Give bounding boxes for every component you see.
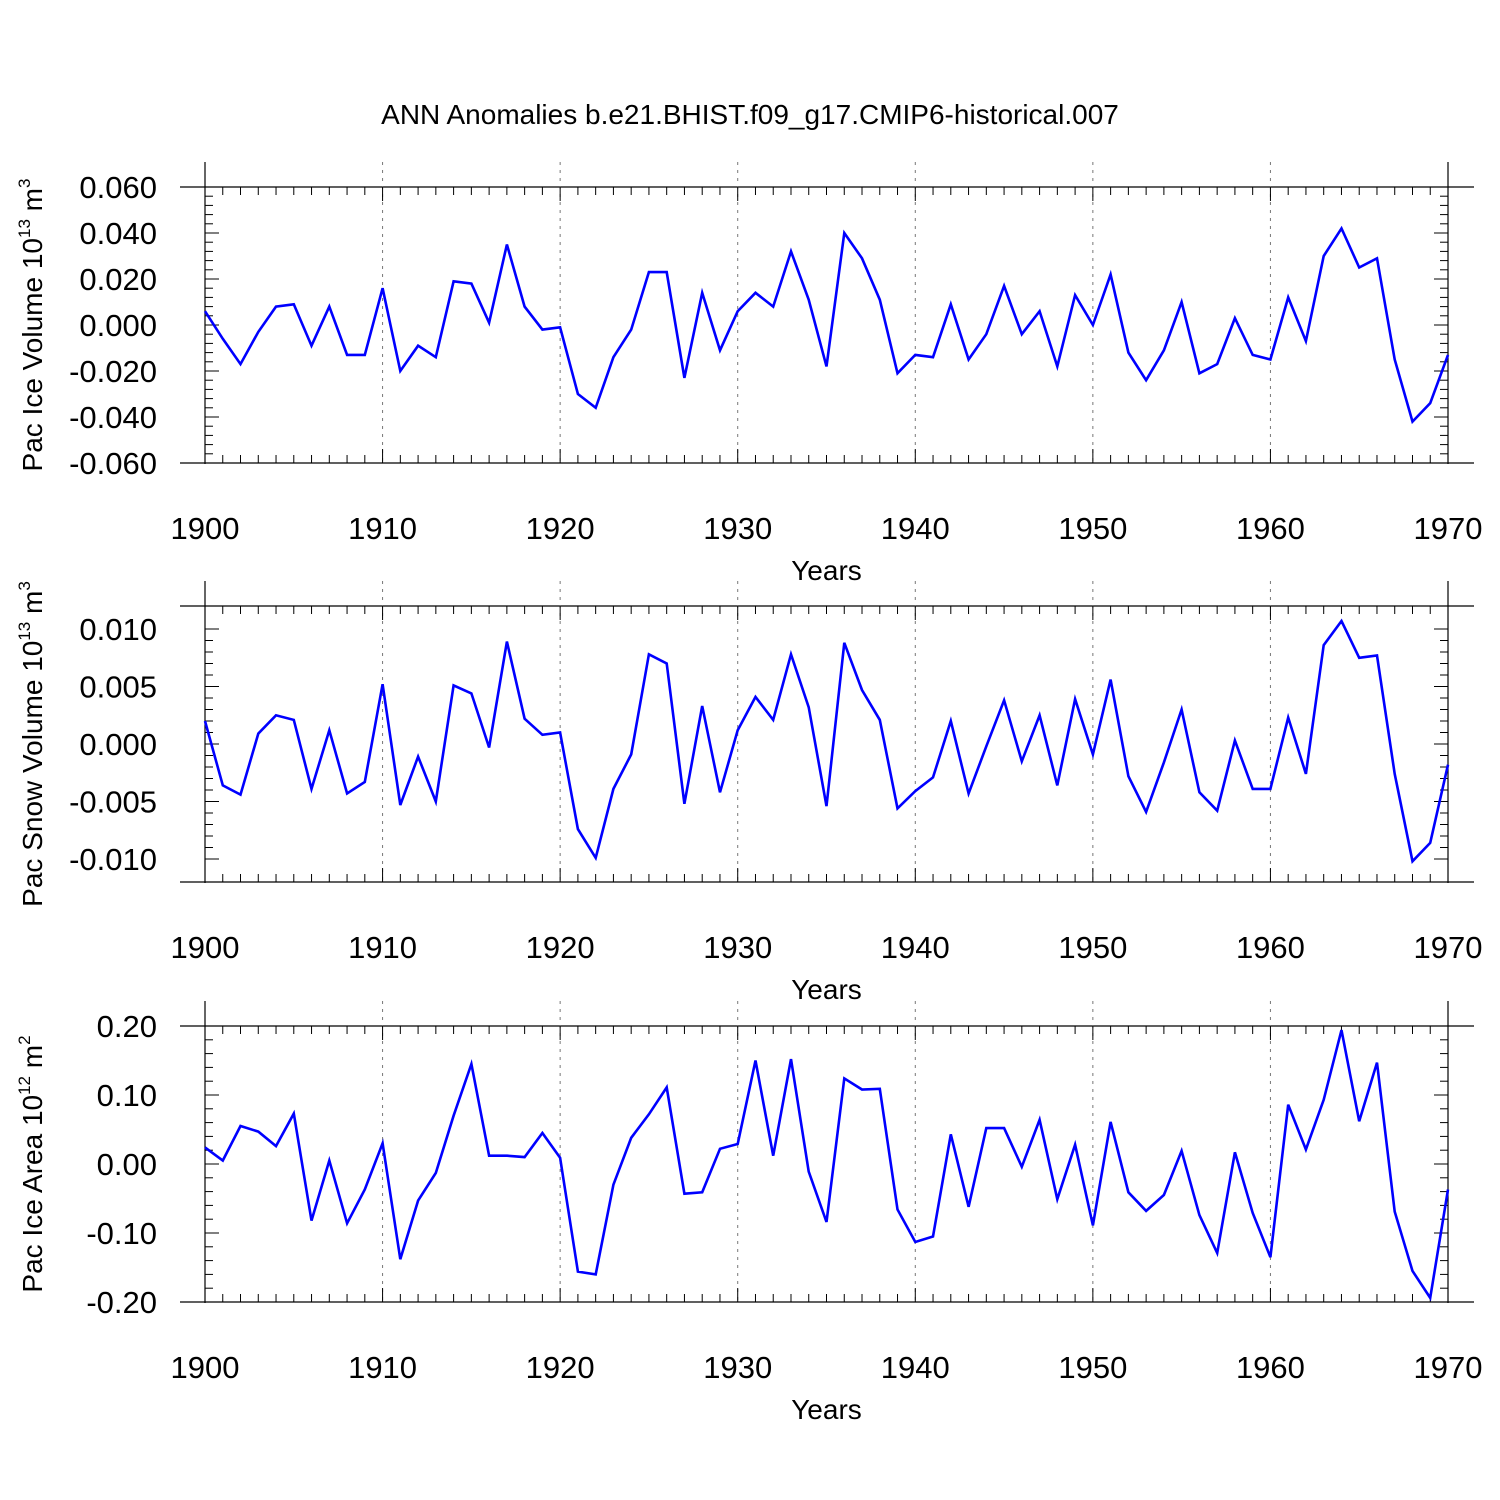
y-axis-label-unit: m [17, 188, 48, 219]
panel-ice-area: 0.20 0.10 0.00 -0.10 -0.20 1900 1910 1920 1930 19… [15, 1001, 1482, 1425]
x-tick-label: 1960 [1236, 511, 1305, 546]
y-axis-label-unit: m [17, 591, 48, 622]
y-tick-label: 0.060 [79, 170, 157, 205]
y-axis-label-exponent: 13 [15, 219, 34, 238]
y-axis-label: Pac Ice Area 1012 m2 [15, 1035, 48, 1292]
x-tick-label: 1920 [526, 511, 595, 546]
y-tick-label: 0.00 [97, 1147, 157, 1182]
y-axis-label-exponent: 13 [15, 622, 34, 641]
y-tick-label: 0.000 [79, 308, 157, 343]
x-tick-label: 1900 [171, 511, 240, 546]
x-tick-label: 1940 [881, 511, 950, 546]
series-line-snow-volume [203, 618, 1450, 864]
x-tick-label: 1940 [881, 930, 950, 965]
x-tick-label: 1960 [1236, 930, 1305, 965]
y-tick-label: -0.20 [86, 1285, 157, 1320]
y-axis-label: Pac Ice Volume 1013 m3 [15, 179, 48, 472]
x-axis-label: Years [791, 1394, 862, 1425]
x-tick-label: 1910 [348, 930, 417, 965]
x-tick-label: 1930 [703, 511, 772, 546]
y-axis-label-exponent: 12 [15, 1076, 34, 1095]
x-tick-label: 1970 [1414, 1350, 1483, 1385]
y-tick-label: 0.10 [97, 1078, 157, 1113]
series-line-ice-area [204, 1029, 1450, 1302]
y-axis-label-unit: m [17, 1045, 48, 1076]
y-axis-label-text: Pac Ice Area 10 [17, 1095, 48, 1293]
x-axis-label: Years [791, 555, 862, 586]
y-tick-label: -0.005 [69, 785, 157, 820]
x-tick-label: 1970 [1414, 930, 1483, 965]
x-tick-label: 1910 [348, 511, 417, 546]
y-tick-label: 0.010 [79, 612, 157, 647]
x-tick-label: 1960 [1236, 1350, 1305, 1385]
y-tick-label: -0.010 [69, 842, 157, 877]
y-tick-label: -0.10 [86, 1216, 157, 1251]
y-tick-label: 0.020 [79, 262, 157, 297]
y-axis-label-text: Pac Ice Volume 10 [17, 238, 48, 471]
y-tick-label: -0.060 [69, 446, 157, 481]
y-axis-label: Pac Snow Volume 1013 m3 [15, 581, 48, 907]
y-tick-label: 0.005 [79, 670, 157, 705]
x-tick-label: 1910 [348, 1350, 417, 1385]
y-tick-label: 0.20 [97, 1009, 157, 1044]
y-axis-label-text: Pac Snow Volume 10 [17, 641, 48, 907]
panel-snow-volume: 0.010 0.005 0.000 -0.005 -0.010 1900 1910 1920 1… [15, 581, 1482, 1005]
x-tick-label: 1950 [1058, 511, 1127, 546]
x-tick-label: 1970 [1414, 511, 1483, 546]
x-tick-label: 1950 [1058, 1350, 1127, 1385]
chart-title: ANN Anomalies b.e21.BHIST.f09_g17.CMIP6-… [381, 99, 1119, 130]
panel-ice-volume: 0.060 0.040 0.020 0.000 -0.020 -0.040 -0.060 19… [15, 162, 1482, 586]
x-tick-label: 1920 [526, 1350, 595, 1385]
x-tick-label: 1920 [526, 930, 595, 965]
x-tick-label: 1900 [171, 930, 240, 965]
y-axis-label-unit-exponent: 2 [15, 1035, 34, 1044]
x-tick-label: 1940 [881, 1350, 950, 1385]
y-tick-label: -0.040 [69, 400, 157, 435]
x-tick-label: 1930 [703, 1350, 772, 1385]
panels: 0.060 0.040 0.020 0.000 -0.020 -0.040 -0.060 19… [15, 162, 1482, 1425]
y-axis-label-unit-exponent: 3 [15, 581, 34, 590]
x-tick-label: 1930 [703, 930, 772, 965]
y-tick-label: 0.040 [79, 216, 157, 251]
y-tick-label: 0.000 [79, 727, 157, 762]
y-axis-label-unit-exponent: 3 [15, 179, 34, 188]
x-tick-label: 1900 [171, 1350, 240, 1385]
x-tick-label: 1950 [1058, 930, 1127, 965]
series-line-ice-volume [203, 225, 1450, 425]
y-tick-label: -0.020 [69, 354, 157, 389]
x-axis-label: Years [791, 974, 862, 1005]
